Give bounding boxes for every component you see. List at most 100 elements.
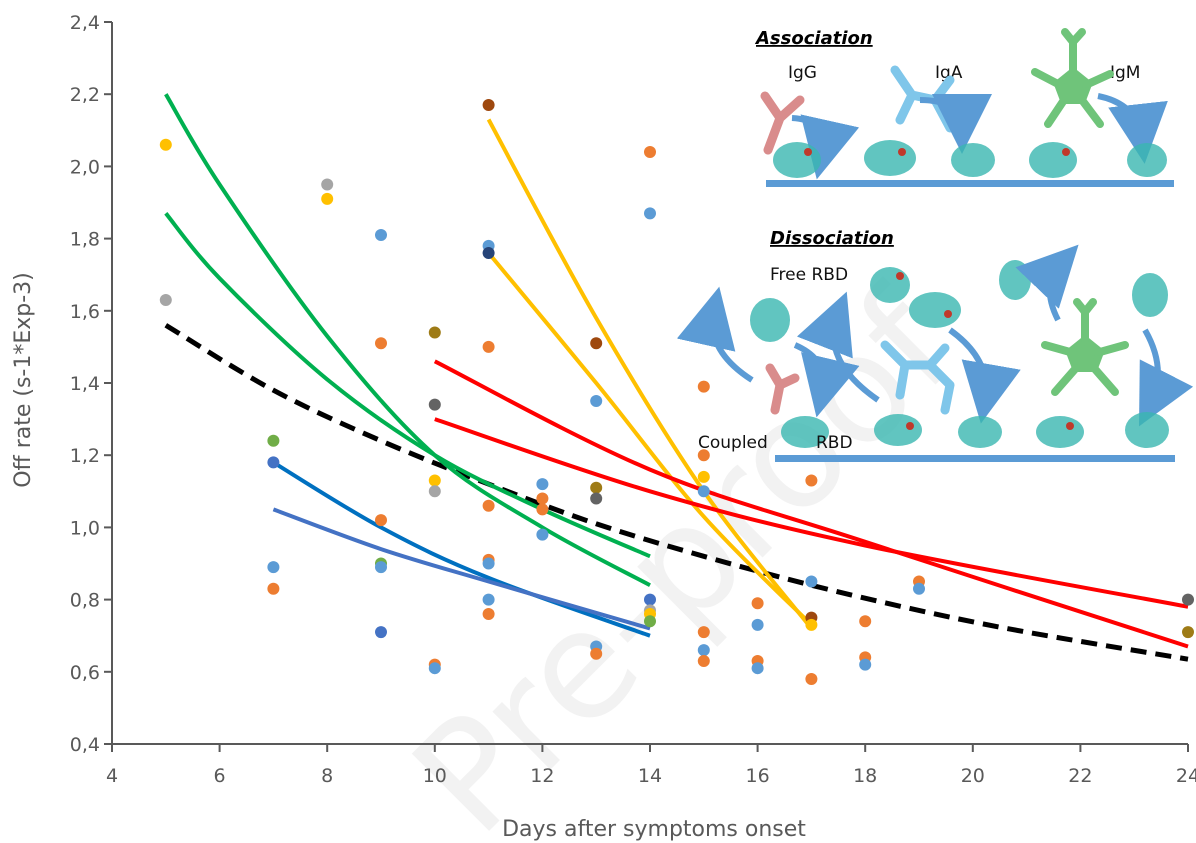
data-point xyxy=(751,662,764,675)
data-point xyxy=(375,337,387,350)
data-point xyxy=(590,481,603,494)
iga-antibody-bound-icon xyxy=(880,340,955,415)
coupled-rbd-protein-icons xyxy=(781,412,1169,448)
data-point xyxy=(913,582,925,595)
igg-antibody-bound-icon xyxy=(765,363,800,415)
data-point xyxy=(751,618,764,631)
dissociation-surface xyxy=(775,455,1175,462)
x-tick-label: 14 xyxy=(638,765,662,787)
data-point xyxy=(697,449,710,462)
rbd-label: RBD xyxy=(816,433,853,453)
data-point xyxy=(482,593,495,606)
igg-label: IgG xyxy=(788,63,817,83)
y-tick-label: 0,8 xyxy=(70,590,100,612)
data-point xyxy=(805,673,818,686)
data-point xyxy=(644,615,656,628)
data-point xyxy=(267,434,280,447)
data-point xyxy=(482,340,495,353)
data-point xyxy=(482,557,495,570)
y-tick-label: 2,4 xyxy=(70,12,100,34)
y-tick-label: 1,4 xyxy=(70,373,100,395)
axes: 0,4 0,6 0,8 1,0 1,2 1,4 1,6 1,8 2,0 2,2 2,4 4 6 8 10 12… xyxy=(70,12,1196,787)
data-point xyxy=(590,647,603,660)
x-tick-label: 6 xyxy=(214,765,226,787)
y-tick-label: 1,0 xyxy=(70,517,100,539)
data-point xyxy=(482,247,495,260)
data-point xyxy=(428,474,441,487)
trend-line-2 xyxy=(164,93,651,587)
y-tick-label: 1,8 xyxy=(70,229,100,251)
data-point xyxy=(482,499,495,512)
igm-label: IgM xyxy=(1110,63,1140,83)
x-tick-label: 4 xyxy=(106,765,118,787)
dissociation-title: Dissociation xyxy=(770,228,894,249)
data-point xyxy=(751,597,764,610)
x-tick-label: 8 xyxy=(321,765,333,787)
igm-antibody-icon xyxy=(1031,28,1114,128)
association-arrow-igm xyxy=(1097,93,1168,164)
x-tick-label: 18 xyxy=(853,765,877,787)
data-point xyxy=(1182,593,1194,606)
data-point xyxy=(321,178,334,191)
y-tick-label: 1,6 xyxy=(70,301,100,323)
rbd-protein-icons-association xyxy=(773,140,1167,178)
data-point xyxy=(321,192,334,205)
x-tick-label: 12 xyxy=(530,765,554,787)
data-point xyxy=(697,644,710,657)
dissociation-arrow-up-iga xyxy=(796,291,880,403)
association-arrow-iga xyxy=(919,93,992,154)
data-point xyxy=(697,654,710,667)
data-point xyxy=(536,503,549,516)
x-axis-label: Days after symptoms onset xyxy=(502,817,806,842)
y-tick-label: 0,4 xyxy=(70,734,100,756)
data-point xyxy=(536,492,549,505)
y-tick-label: 0,6 xyxy=(70,662,100,684)
trend-line-9 xyxy=(272,507,651,631)
y-axis-label: Off rate (s-1*Exp-3) xyxy=(11,272,36,488)
x-tick-label: 10 xyxy=(423,765,447,787)
x-tick-label: 20 xyxy=(961,765,985,787)
data-point xyxy=(267,561,280,574)
data-point xyxy=(482,608,495,621)
trend-line-1 xyxy=(164,323,1189,662)
trend-lines xyxy=(164,93,1189,662)
igg-antibody-icon xyxy=(760,91,805,155)
data-point xyxy=(859,658,872,671)
data-point xyxy=(805,618,818,631)
data-point xyxy=(805,474,818,487)
data-point xyxy=(590,395,603,408)
trend-line-5 xyxy=(487,251,813,627)
x-tick-label: 22 xyxy=(1068,765,1092,787)
data-point xyxy=(536,528,549,541)
data-point xyxy=(159,138,172,151)
data-point xyxy=(428,398,441,411)
data-point xyxy=(697,470,710,483)
association-arrow-igg xyxy=(791,114,860,180)
dissociation-arrow-up-igg xyxy=(676,286,754,383)
iga-label: IgA xyxy=(935,63,963,83)
igm-antibody-bound-icon xyxy=(1041,298,1129,396)
data-point xyxy=(428,326,441,339)
data-point xyxy=(267,582,280,595)
data-point xyxy=(805,575,818,588)
data-point xyxy=(267,456,280,469)
data-point xyxy=(644,593,656,606)
trend-line-6 xyxy=(433,359,1189,649)
binding-schematic: Association IgG IgA IgM xyxy=(676,28,1194,462)
data-point xyxy=(1182,626,1194,639)
trend-line-7 xyxy=(434,417,1189,609)
data-point xyxy=(482,99,495,112)
data-point xyxy=(375,228,387,241)
data-point xyxy=(644,207,656,220)
data-point xyxy=(697,626,710,639)
data-point xyxy=(428,485,441,498)
data-point xyxy=(536,478,549,491)
data-point xyxy=(590,492,603,505)
data-point xyxy=(375,626,387,639)
data-points xyxy=(159,99,1194,686)
y-tick-label: 1,2 xyxy=(70,445,100,467)
free-rbd-label: Free RBD xyxy=(770,265,848,285)
dissociation-arrow-up-igm xyxy=(1015,244,1079,322)
data-point xyxy=(428,662,441,675)
